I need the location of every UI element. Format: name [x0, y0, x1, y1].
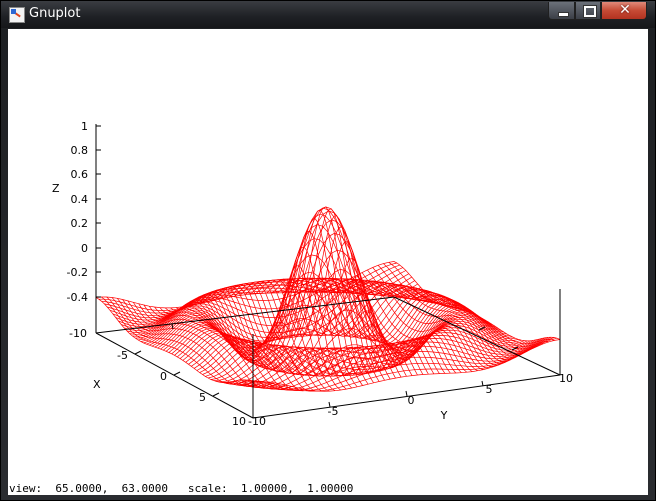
z-tick-label: -0.2 [67, 266, 88, 279]
mesh-line [177, 210, 481, 367]
mesh-line [230, 335, 537, 388]
maximize-button[interactable] [575, 2, 601, 20]
status-bar: view: 65.0000, 63.0000 scale: 1.00000, 1… [8, 482, 648, 495]
axes [95, 124, 561, 419]
x-tick-label: -5 [117, 349, 128, 362]
mesh-line [393, 261, 561, 342]
mesh-line [227, 332, 534, 387]
z-axis-label: Z [52, 182, 60, 195]
x-tick-5 [212, 392, 220, 397]
mesh-line [236, 338, 543, 389]
mesh-line [383, 263, 550, 347]
mesh-line [361, 272, 528, 357]
x-tick-label: 0 [160, 370, 167, 383]
plot-svg[interactable]: 1 0.8 0.6 0.4 0.2 0 -0.2 -0.4 Z -10 -5 0… [8, 29, 648, 481]
x-tick-label: 5 [199, 391, 206, 404]
y-tick-label: 0 [408, 394, 415, 407]
y-tick-5 [481, 380, 484, 387]
z-tick-label: 0.8 [71, 144, 89, 157]
mesh-line [372, 267, 539, 352]
mesh-line [319, 278, 484, 370]
axis-labels: 1 0.8 0.6 0.4 0.2 0 -0.2 -0.4 Z -10 -5 0… [52, 120, 573, 428]
x-tick-label: -10 [69, 327, 87, 340]
y-tick-label: -10 [248, 415, 266, 428]
mesh-line [271, 258, 435, 375]
y-tick-label: 5 [486, 383, 493, 396]
close-icon: ✕ [619, 2, 631, 18]
z-tick-label: 0 [81, 242, 88, 255]
mesh-line [244, 206, 407, 377]
scale-label: scale: [187, 482, 228, 495]
y-tick-label: -5 [328, 405, 339, 418]
mesh-line [324, 279, 489, 369]
mesh-line [179, 219, 484, 368]
z-tick-label: -0.4 [67, 291, 88, 304]
x-tick-m5 [134, 350, 142, 355]
z-tick-label: 0.4 [71, 193, 89, 206]
mesh-line [222, 327, 528, 385]
z-tick-label: 0.2 [71, 217, 89, 230]
y-tick-label: 10 [559, 372, 573, 385]
mesh-line [388, 262, 555, 345]
mesh-line [193, 308, 498, 374]
mesh-line [224, 329, 531, 386]
mesh-line [208, 317, 513, 379]
mesh-line [213, 320, 519, 381]
maximize-icon [583, 5, 597, 18]
base-edge-back [95, 296, 395, 334]
mesh-line [185, 249, 490, 371]
y-axis-label: Y [440, 409, 448, 422]
mesh-line [205, 315, 510, 377]
mesh-line [314, 278, 478, 372]
base-edge-right [393, 296, 561, 376]
mesh-line [247, 337, 555, 392]
mesh-line [356, 275, 522, 359]
z-tick-label: 1 [81, 120, 88, 133]
x-tick-label: 10 [232, 415, 246, 428]
mesh-line [335, 280, 500, 366]
mesh-line [233, 338, 540, 389]
x-tick-m5-far [478, 326, 486, 331]
close-button[interactable]: ✕ [601, 2, 647, 20]
x-tick-0-far [511, 346, 519, 351]
view-label: view: [9, 482, 43, 495]
y-tick-0 [405, 390, 408, 397]
mesh-line [238, 337, 546, 390]
wireframe-surface [95, 206, 561, 392]
minimize-icon [558, 12, 569, 17]
view-values: 65.0000, 63.0000 [55, 482, 168, 495]
mesh-line [216, 322, 522, 383]
base-edge-front [252, 374, 561, 419]
y-tick-m5-far [171, 323, 174, 330]
x-axis-label: X [93, 378, 101, 391]
gnuplot-app-icon[interactable] [9, 7, 25, 23]
mesh-line [199, 311, 504, 376]
mesh-line [329, 279, 495, 367]
mesh-line [345, 280, 511, 362]
minimize-button[interactable] [548, 2, 575, 20]
scale-values: 1.00000, 1.00000 [240, 482, 354, 495]
x-tick-0 [173, 371, 181, 376]
title-bar[interactable]: Gnuplot ✕ [1, 1, 655, 28]
mesh-line [252, 339, 561, 392]
window-title: Gnuplot [29, 6, 81, 21]
mesh-line [219, 325, 525, 384]
base-edge-left [95, 332, 254, 419]
mesh-line [303, 277, 468, 373]
plot-canvas[interactable]: 1 0.8 0.6 0.4 0.2 0 -0.2 -0.4 Z -10 -5 0… [8, 29, 648, 495]
z-tick-label: 0.6 [71, 168, 89, 181]
y-tick-m5 [328, 401, 331, 408]
mesh-line [340, 281, 506, 364]
